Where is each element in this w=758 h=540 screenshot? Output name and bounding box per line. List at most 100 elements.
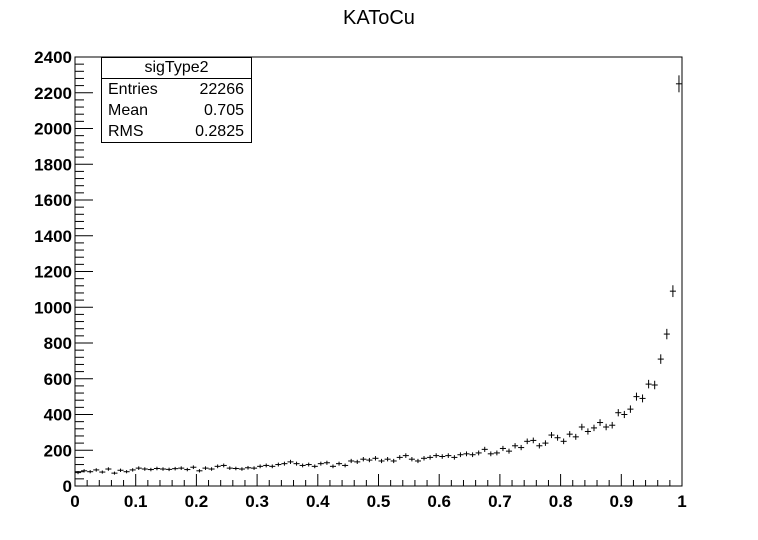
data-point <box>190 465 197 470</box>
data-point <box>147 467 154 472</box>
data-point <box>481 446 488 452</box>
data-point <box>445 453 452 458</box>
stats-row-entries: Entries 22266 <box>102 79 251 100</box>
y-tick-label: 0 <box>63 477 72 496</box>
data-point <box>317 461 324 466</box>
y-tick-label: 2200 <box>34 84 72 103</box>
y-tick-label: 2400 <box>34 48 72 67</box>
x-tick-label: 0.6 <box>427 492 451 511</box>
data-point <box>105 467 112 471</box>
stats-box: sigType2 Entries 22266 Mean 0.705 RMS 0.… <box>101 57 252 143</box>
data-point <box>354 459 361 464</box>
data-point <box>159 467 167 471</box>
stats-label-entries: Entries <box>108 81 158 98</box>
data-point <box>524 438 531 445</box>
data-point <box>348 458 355 464</box>
x-tick-label: 0.4 <box>306 492 330 511</box>
data-point <box>493 450 500 456</box>
data-point <box>226 466 233 470</box>
x-tick-label: 1 <box>677 492 686 511</box>
stats-value-mean: 0.705 <box>203 102 244 119</box>
data-point <box>123 470 130 474</box>
data-point <box>342 463 349 468</box>
data-point <box>238 467 245 471</box>
y-tick-label: 600 <box>44 370 72 389</box>
data-point <box>81 469 88 473</box>
data-point <box>275 462 282 467</box>
data-point <box>675 75 682 93</box>
x-tick-label: 0.3 <box>245 492 269 511</box>
data-point <box>396 455 403 460</box>
data-point <box>499 445 506 452</box>
x-tick-label: 0.5 <box>367 492 391 511</box>
data-point <box>572 433 579 440</box>
data-point <box>566 431 573 438</box>
x-tick-label: 0.1 <box>124 492 148 511</box>
data-point <box>135 466 142 470</box>
tick-marks <box>74 56 683 487</box>
data-point <box>475 450 482 456</box>
data-point <box>560 438 567 445</box>
data-point <box>487 451 494 457</box>
data-point <box>305 462 312 467</box>
y-tick-label: 1800 <box>34 155 72 174</box>
data-point <box>390 458 397 464</box>
data-point <box>214 464 221 469</box>
data-point <box>639 394 646 403</box>
data-point <box>293 461 300 466</box>
data-point <box>129 468 136 472</box>
x-tick-label: 0.9 <box>609 492 633 511</box>
data-point <box>111 471 118 475</box>
data-point <box>439 454 446 459</box>
x-tick-label: 0.7 <box>488 492 512 511</box>
stats-value-rms: 0.2825 <box>195 123 244 140</box>
y-tick-label: 200 <box>44 441 72 460</box>
data-point <box>251 466 258 470</box>
data-point <box>597 419 604 426</box>
data-point <box>257 464 264 469</box>
data-point <box>590 424 598 432</box>
data-point <box>427 455 434 460</box>
data-point <box>220 463 227 468</box>
data-point <box>178 466 185 470</box>
y-tick-label: 2000 <box>34 120 72 139</box>
data-point <box>548 432 555 439</box>
y-tick-label: 800 <box>44 334 72 353</box>
data-point <box>578 423 585 431</box>
y-tick-label: 1000 <box>34 298 72 317</box>
data-point <box>512 443 519 449</box>
data-point <box>530 437 537 444</box>
tick-labels: 0 0.1 0.2 0.3 0.4 0.5 0.6 0.7 0.8 0.9 1 0 200 400 600 8… <box>34 48 687 511</box>
data-point <box>153 466 160 471</box>
data-point <box>202 466 209 470</box>
data-point <box>372 456 379 461</box>
stats-row-rms: RMS 0.2825 <box>102 121 251 142</box>
data-point <box>329 464 337 469</box>
data-point <box>663 328 670 340</box>
data-point <box>584 428 591 435</box>
data-point <box>311 464 318 469</box>
data-point <box>505 448 513 454</box>
y-tick-label: 400 <box>44 406 72 425</box>
data-point <box>281 461 288 466</box>
data-point <box>263 463 270 468</box>
x-tick-label: 0 <box>70 492 79 511</box>
data-point <box>408 456 415 462</box>
data-point <box>208 467 215 471</box>
data-point <box>651 380 658 390</box>
stats-label-rms: RMS <box>108 123 144 140</box>
data-point <box>299 463 306 468</box>
data-point <box>244 465 252 470</box>
data-point <box>536 443 543 449</box>
data-point <box>669 285 676 298</box>
x-tick-label: 0.8 <box>549 492 573 511</box>
data-point <box>451 455 458 460</box>
data-point <box>269 464 276 469</box>
data-point <box>287 459 294 464</box>
chart-title: KAToCu <box>343 7 415 29</box>
data-point <box>609 421 616 429</box>
y-tick-label: 1200 <box>34 263 72 282</box>
data-point <box>657 354 664 364</box>
